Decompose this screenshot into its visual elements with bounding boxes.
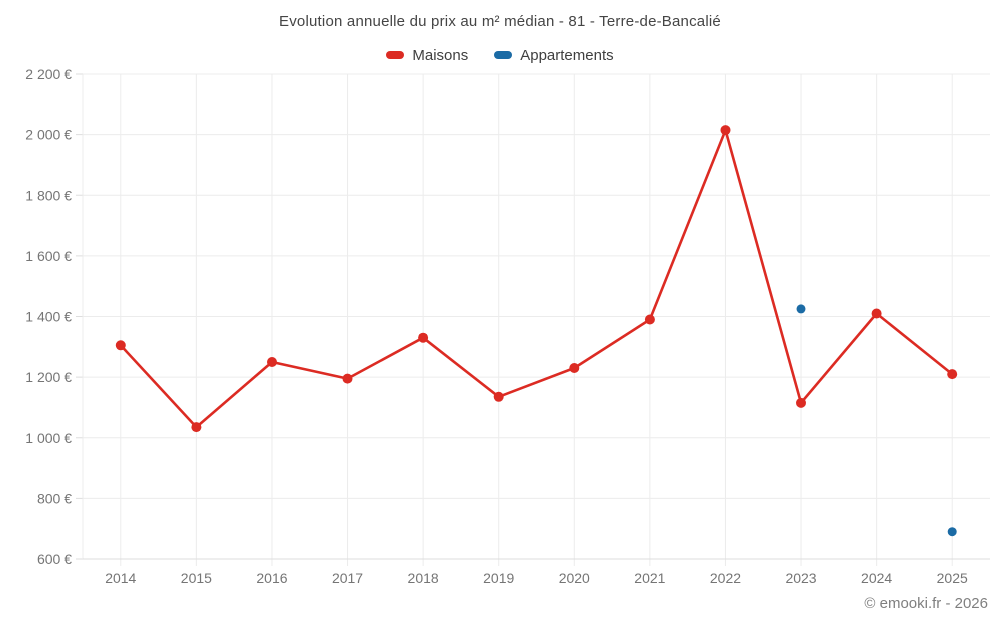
- y-axis-label-1000: 1 000 €: [25, 430, 72, 446]
- maisons-point-2014[interactable]: [115, 340, 126, 351]
- maisons-point-2017[interactable]: [342, 373, 353, 384]
- appartements-point-2025[interactable]: [947, 527, 957, 537]
- maisons-point-2018[interactable]: [418, 332, 429, 343]
- x-axis-label-2016: 2016: [256, 570, 287, 586]
- x-axis-label-2021: 2021: [634, 570, 665, 586]
- maisons-point-2025[interactable]: [947, 369, 958, 380]
- legend-label-maisons: Maisons: [412, 46, 469, 64]
- copyright-footer: © emooki.fr - 2026: [864, 595, 988, 612]
- maisons-point-2024[interactable]: [871, 308, 882, 319]
- maisons-legend-marker-icon: [386, 51, 405, 59]
- y-axis-label-600: 600 €: [37, 551, 72, 567]
- x-axis-label-2022: 2022: [710, 570, 741, 586]
- y-axis-label-1600: 1 600 €: [25, 248, 72, 264]
- x-axis-label-2025: 2025: [937, 570, 968, 586]
- y-axis-label-2000: 2 000 €: [25, 127, 72, 143]
- y-axis-label-2200: 2 200 €: [25, 66, 72, 82]
- x-axis-label-2017: 2017: [332, 570, 363, 586]
- x-axis-label-2015: 2015: [181, 570, 212, 586]
- y-axis-label-800: 800 €: [37, 490, 72, 506]
- maisons-point-2021[interactable]: [644, 314, 655, 325]
- maisons-point-2020[interactable]: [569, 363, 580, 373]
- legend-label-appartements: Appartements: [520, 46, 614, 64]
- maisons-point-2015[interactable]: [191, 422, 202, 433]
- maisons-point-2019[interactable]: [493, 391, 504, 402]
- appartements-legend-marker-icon: [494, 51, 513, 59]
- x-axis-label-2019: 2019: [483, 570, 514, 586]
- x-axis-label-2024: 2024: [861, 570, 892, 586]
- x-axis-label-2020: 2020: [559, 570, 590, 586]
- y-axis-label-1200: 1 200 €: [25, 369, 72, 385]
- x-axis-label-2014: 2014: [105, 570, 136, 586]
- y-axis-label-1400: 1 400 €: [25, 309, 72, 325]
- maisons-point-2022[interactable]: [720, 125, 731, 136]
- y-axis-label-1800: 1 800 €: [25, 187, 72, 203]
- maisons-line: [119, 128, 954, 429]
- x-axis-label-2018: 2018: [408, 570, 439, 586]
- legend-item-maisons[interactable]: Maisons: [386, 47, 468, 64]
- legend: Maisons Appartements: [0, 45, 1000, 65]
- maisons-point-2023[interactable]: [796, 397, 806, 408]
- maisons-point-2016[interactable]: [267, 357, 277, 367]
- appartements-point-2023[interactable]: [796, 304, 806, 314]
- x-axis-label-2023: 2023: [785, 570, 816, 586]
- legend-item-appartements[interactable]: Appartements: [494, 46, 614, 64]
- chart-title: Evolution annuelle du prix au m² médian …: [279, 13, 721, 30]
